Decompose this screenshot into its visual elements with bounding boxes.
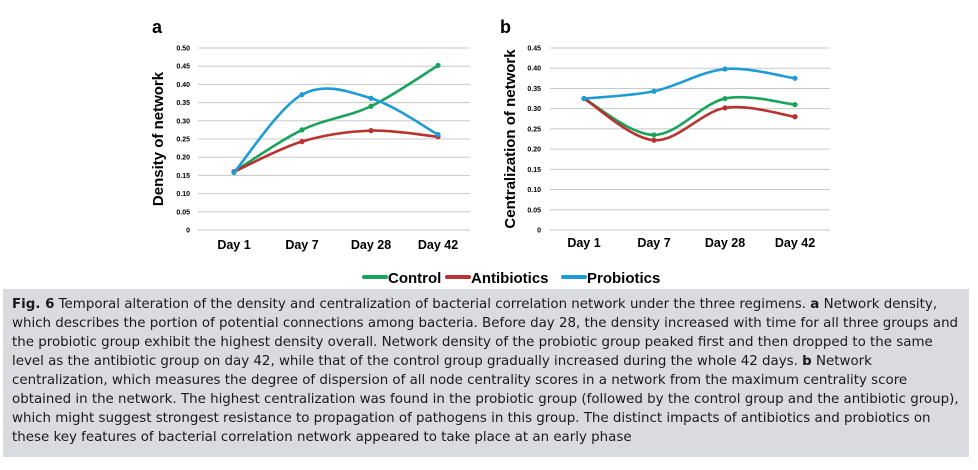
y-tick-label: 0.25	[527, 126, 541, 133]
data-point-probiotics	[792, 75, 798, 81]
legend: Control Antibiotics Probiotics	[362, 270, 660, 287]
data-point-control	[368, 103, 374, 109]
y-tick-label: 0.20	[527, 147, 541, 154]
y-tick-label: 0.35	[527, 86, 541, 93]
data-point-probiotics	[722, 66, 728, 72]
y-tick-label: 0.30	[527, 106, 541, 113]
x-tick-label: Day 1	[217, 238, 250, 252]
series-line-control	[232, 64, 440, 174]
data-point-control	[722, 95, 728, 102]
y-tick-label: 0.05	[527, 207, 541, 214]
series-line-antibiotics	[582, 97, 797, 142]
y-tick-label: 0	[186, 228, 190, 235]
y-tick-label: 0.15	[527, 167, 541, 174]
y-tick-label: 0.20	[176, 155, 190, 162]
data-point-control	[299, 127, 305, 133]
data-point-control	[651, 132, 657, 138]
data-point-antibiotics	[651, 137, 657, 143]
data-point-antibiotics	[299, 138, 305, 145]
x-tick-label: Day 28	[705, 236, 745, 250]
data-point-antibiotics	[368, 128, 374, 134]
x-tick-label: Day 42	[775, 236, 815, 250]
series-line-antibiotics	[232, 129, 440, 174]
legend-label-antibiotics: Antibiotics	[471, 270, 549, 287]
chart-panel-a: a 0 0.05 0.10 0.15 0.20 0.25 0.30 0.35 0.40 0.45 0.…	[150, 17, 470, 252]
legend-label-probiotics: Probiotics	[587, 270, 660, 287]
y-tick-label: 0.10	[176, 191, 190, 198]
y-tick-label: 0.30	[176, 118, 190, 125]
caption-part-b-label: b	[802, 354, 812, 369]
data-point-probiotics	[299, 91, 305, 98]
figure-caption: Fig. 6 Temporal alteration of the densit…	[3, 289, 969, 457]
y-tick-label: 0	[537, 228, 541, 235]
chart-panel-b: b 0 0.05 0.10 0.15 0.20 0.25 0.30 0.35 0.40 0.45 Ce…	[500, 17, 830, 250]
y-tick-label: 0.50	[176, 46, 190, 53]
x-tick-label: Day 42	[418, 238, 458, 252]
y-tick-label: 0.40	[527, 66, 541, 73]
panel-label: b	[500, 17, 511, 37]
data-point-antibiotics	[792, 114, 798, 120]
caption-part-a-label: a	[810, 297, 820, 312]
data-point-control	[435, 62, 441, 69]
x-tick-label: Day 7	[285, 238, 318, 252]
data-point-antibiotics	[722, 105, 728, 111]
data-point-probiotics	[581, 95, 587, 102]
y-tick-label: 0.45	[176, 64, 190, 71]
x-tick-label: Day 1	[567, 236, 600, 250]
y-axis-label: Density of network	[150, 71, 167, 206]
legend-label-control: Control	[388, 270, 441, 287]
charts-area: a 0 0.05 0.10 0.15 0.20 0.25 0.30 0.35 0.40 0.45 0.…	[150, 17, 830, 287]
x-tick-label: Day 7	[637, 236, 670, 250]
panel-label: a	[152, 17, 163, 37]
y-tick-label: 0.25	[176, 137, 190, 144]
series-line-probiotics	[582, 67, 797, 100]
y-tick-label: 0.40	[176, 82, 190, 89]
y-tick-label: 0.10	[527, 187, 541, 194]
caption-part-a-text: Network density, which describes the por…	[12, 297, 959, 369]
series-line-probiotics	[232, 87, 440, 174]
data-point-control	[792, 102, 798, 108]
data-point-probiotics	[435, 132, 441, 138]
y-tick-label: 0.35	[176, 100, 190, 107]
data-point-probiotics	[231, 169, 237, 176]
series-line-control	[582, 95, 797, 137]
y-tick-label: 0.15	[176, 173, 190, 180]
data-point-probiotics	[368, 95, 374, 101]
caption-part-b-text: Network centralization, which measures t…	[12, 354, 959, 445]
y-tick-label: 0.05	[176, 209, 190, 216]
y-axis-label: Centralization of network	[502, 49, 519, 229]
caption-figure-label: Fig. 6	[12, 297, 55, 312]
y-tick-label: 0.45	[527, 46, 541, 53]
data-point-probiotics	[651, 88, 657, 94]
x-tick-label: Day 28	[351, 238, 391, 252]
caption-intro: Temporal alteration of the density and c…	[54, 297, 811, 312]
